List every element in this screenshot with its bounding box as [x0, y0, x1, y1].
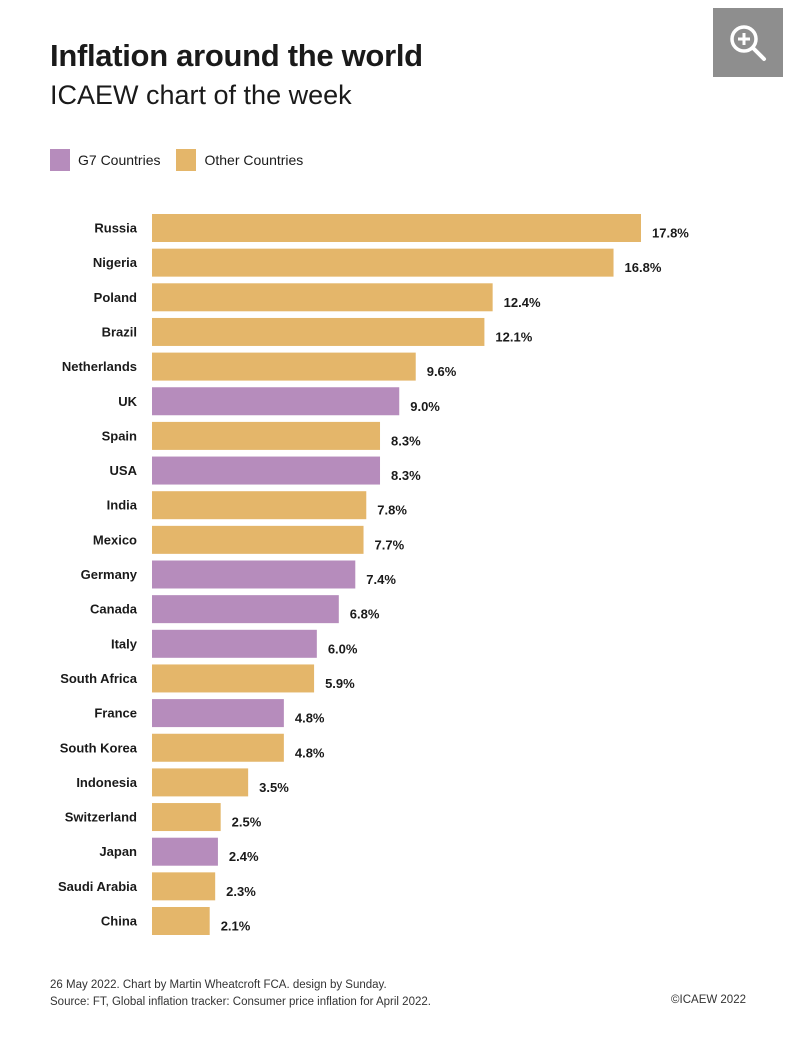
legend: G7 Countries Other Countries	[50, 149, 319, 171]
value-label: 4.8%	[295, 745, 325, 760]
category-label: France	[94, 706, 137, 721]
bar	[152, 283, 493, 312]
category-label: Mexico	[93, 532, 137, 547]
value-label: 9.0%	[410, 399, 440, 414]
legend-swatch-g7	[50, 149, 70, 171]
category-label: Russia	[94, 221, 137, 236]
category-label: Saudi Arabia	[58, 879, 138, 894]
bar	[152, 214, 641, 242]
category-label: India	[107, 498, 138, 513]
value-label: 8.3%	[391, 433, 421, 448]
bar	[152, 803, 221, 832]
bar	[152, 317, 485, 346]
category-label: South Africa	[60, 671, 138, 686]
value-label: 4.8%	[295, 711, 325, 726]
bar	[152, 248, 614, 277]
bar	[152, 733, 284, 762]
value-label: 7.4%	[366, 572, 396, 587]
value-label: 7.7%	[375, 537, 405, 552]
value-label: 6.0%	[328, 641, 358, 656]
category-label: Italy	[111, 636, 138, 651]
bar	[152, 664, 315, 693]
chart-title: Inflation around the world	[50, 38, 423, 73]
bar	[152, 387, 400, 416]
category-label: Nigeria	[93, 255, 138, 270]
category-label: Indonesia	[76, 775, 137, 790]
category-label: Poland	[94, 290, 137, 305]
category-label: Brazil	[102, 324, 137, 339]
category-label: USA	[110, 463, 138, 478]
value-label: 9.6%	[427, 364, 457, 379]
legend-swatch-other	[176, 149, 197, 171]
category-label: UK	[118, 394, 137, 409]
legend-item-g7: G7 Countries	[50, 149, 160, 171]
bar-chart: Russia 17.8% Nigeria 16.8% Poland 12.4% Brazil…	[58, 214, 689, 935]
category-label: Canada	[90, 602, 138, 617]
bar	[152, 456, 381, 485]
value-label: 7.8%	[377, 503, 407, 518]
zoom-in-icon	[730, 24, 766, 61]
category-label: Japan	[99, 844, 137, 859]
value-label: 5.9%	[325, 676, 355, 691]
bar	[152, 491, 367, 520]
value-label: 6.8%	[350, 607, 380, 622]
bar	[152, 629, 317, 658]
footer-source: Source: FT, Global inflation tracker: Co…	[50, 996, 431, 1008]
footer-credit: 26 May 2022. Chart by Martin Wheatcroft …	[50, 979, 387, 991]
value-label: 17.8%	[652, 226, 689, 241]
category-label: Germany	[81, 567, 138, 582]
value-label: 2.1%	[221, 919, 251, 934]
value-label: 2.5%	[232, 815, 262, 830]
value-label: 2.4%	[229, 849, 259, 864]
value-label: 3.5%	[259, 780, 289, 795]
bar	[152, 768, 249, 797]
category-label: Switzerland	[65, 810, 137, 825]
bar	[152, 699, 284, 728]
bar	[152, 907, 210, 935]
footer: 26 May 2022. Chart by Martin Wheatcroft …	[50, 977, 431, 1011]
legend-label-g7: G7 Countries	[78, 152, 161, 168]
legend-item-other: Other Countries	[176, 149, 303, 171]
bar	[152, 837, 218, 866]
chart-subtitle: ICAEW chart of the week	[50, 80, 352, 110]
bar	[152, 595, 339, 624]
category-label: Netherlands	[62, 359, 137, 374]
value-label: 16.8%	[625, 260, 662, 275]
bar	[152, 352, 416, 381]
legend-label-other: Other Countries	[204, 152, 304, 168]
value-label: 2.3%	[226, 884, 256, 899]
value-label: 8.3%	[391, 468, 421, 483]
bar	[152, 525, 364, 554]
value-label: 12.4%	[504, 295, 541, 310]
category-label: South Korea	[60, 740, 138, 755]
copyright: ©ICAEW 2022	[671, 994, 746, 1006]
category-label: China	[101, 914, 138, 929]
bar	[152, 872, 216, 901]
value-label: 12.1%	[495, 329, 532, 344]
category-label: Spain	[102, 428, 137, 443]
zoom-in-button[interactable]	[713, 8, 783, 77]
bar	[152, 560, 356, 589]
bar	[152, 421, 381, 450]
